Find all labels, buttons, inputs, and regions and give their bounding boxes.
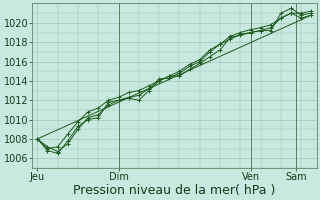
- X-axis label: Pression niveau de la mer( hPa ): Pression niveau de la mer( hPa ): [73, 184, 276, 197]
